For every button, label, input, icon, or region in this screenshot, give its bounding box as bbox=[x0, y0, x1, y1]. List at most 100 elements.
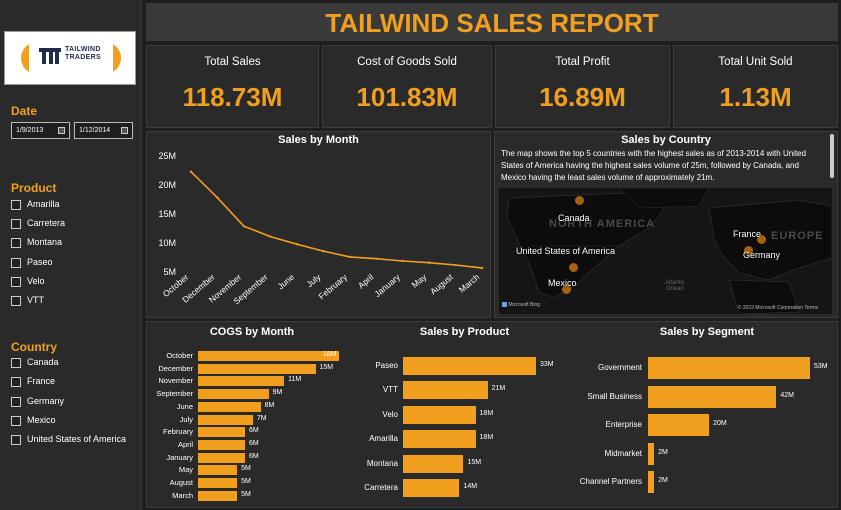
kpi-total-sales[interactable]: Total Sales 118.73M bbox=[146, 45, 319, 128]
kpi-cogs[interactable]: Cost of Goods Sold 101.83M bbox=[322, 45, 492, 128]
map-label-mexico: Mexico bbox=[548, 278, 577, 288]
data-point[interactable] bbox=[216, 196, 219, 199]
checkbox[interactable] bbox=[11, 358, 21, 368]
country-filter-germany[interactable]: Germany bbox=[11, 396, 136, 410]
checkbox[interactable] bbox=[11, 276, 21, 287]
map-bubble-france[interactable] bbox=[757, 235, 766, 244]
bar-paseo[interactable] bbox=[403, 357, 536, 375]
bar-may[interactable] bbox=[198, 465, 238, 476]
map-bubble-mexico[interactable] bbox=[562, 285, 571, 294]
bar-category-label: February bbox=[162, 427, 193, 437]
sales-by-month-chart: 5M10M15M20M25MOctoberDecemberNovemberSep… bbox=[158, 151, 484, 306]
bar-january[interactable] bbox=[198, 452, 245, 463]
bar-montana[interactable] bbox=[403, 454, 464, 473]
bar-data-label: 15M bbox=[467, 458, 482, 466]
checkbox[interactable] bbox=[11, 238, 21, 249]
bar-april[interactable] bbox=[198, 439, 245, 450]
map-attribution-copyright[interactable]: © 2023 Microsoft Corporation Terms bbox=[737, 305, 818, 311]
kpi-total-profit[interactable]: Total Profit 16.89M bbox=[495, 45, 670, 128]
bar-june[interactable] bbox=[198, 401, 261, 412]
bar-september[interactable] bbox=[198, 389, 269, 400]
bar-data-label: 11M bbox=[288, 376, 302, 384]
data-point[interactable] bbox=[295, 242, 299, 246]
checkbox[interactable] bbox=[11, 396, 21, 407]
data-point[interactable] bbox=[374, 257, 378, 260]
bar-government[interactable] bbox=[648, 357, 810, 379]
bar-channel-partners[interactable] bbox=[648, 471, 655, 493]
checkbox[interactable] bbox=[11, 200, 21, 210]
data-point[interactable] bbox=[427, 261, 431, 264]
checkbox[interactable] bbox=[11, 435, 21, 446]
bar-data-label: 33M bbox=[540, 361, 554, 368]
checkbox-label: Carretera bbox=[27, 218, 66, 229]
product-filter-paseo[interactable]: Paseo bbox=[11, 257, 136, 271]
checkbox[interactable] bbox=[11, 219, 21, 230]
bar-midmarket[interactable] bbox=[648, 442, 655, 465]
country-filter-canada[interactable]: Canada bbox=[11, 357, 136, 371]
data-point[interactable] bbox=[269, 235, 272, 238]
bar-data-label: 8M bbox=[264, 401, 275, 409]
checkbox[interactable] bbox=[11, 257, 21, 268]
checkbox[interactable] bbox=[11, 377, 21, 388]
bar-velo[interactable] bbox=[403, 405, 476, 424]
sales-by-month-panel[interactable]: Sales by Month 5M 10M 15M 20M 25M October Dece… bbox=[146, 131, 491, 318]
sales-by-country-panel[interactable]: Sales by Country The map shows the top 5… bbox=[494, 131, 838, 318]
data-point[interactable] bbox=[322, 249, 325, 253]
bar-february[interactable] bbox=[198, 427, 245, 438]
checkbox[interactable] bbox=[11, 296, 21, 306]
product-filter-montana[interactable]: Montana bbox=[11, 237, 136, 251]
date-end-input[interactable]: 1/12/2014 bbox=[74, 122, 133, 139]
bar-category-label: Velo bbox=[382, 409, 398, 419]
bar-amarilla[interactable] bbox=[403, 430, 476, 449]
country-filter-france[interactable]: France bbox=[11, 376, 136, 390]
bar-category-label: January bbox=[166, 452, 193, 462]
bar-data-label: 9M bbox=[272, 389, 283, 397]
kpi-value: 101.83M bbox=[356, 82, 458, 112]
checkbox[interactable] bbox=[11, 415, 21, 426]
bar-october[interactable] bbox=[198, 351, 339, 361]
checkbox-label: Canada bbox=[27, 357, 59, 367]
bar-november[interactable] bbox=[198, 376, 285, 387]
bar-data-label: 2M bbox=[658, 448, 668, 456]
data-point[interactable] bbox=[348, 255, 351, 259]
chart-title: Sales by Product bbox=[419, 326, 510, 338]
bar-small-business[interactable] bbox=[648, 385, 777, 408]
country-filter-mexico[interactable]: Mexico bbox=[11, 415, 136, 429]
bar-enterprise[interactable] bbox=[648, 414, 710, 436]
description-scrollbar[interactable] bbox=[830, 134, 834, 178]
map-bubble-canada[interactable] bbox=[575, 196, 584, 205]
bar-december[interactable] bbox=[198, 363, 316, 374]
bar-march[interactable] bbox=[198, 490, 238, 501]
data-point[interactable] bbox=[401, 259, 404, 263]
bar-vtt[interactable] bbox=[403, 381, 488, 400]
logo-text: TAILWIND TRADERS bbox=[65, 46, 101, 61]
bar-category-label: Channel Partners bbox=[579, 477, 642, 486]
product-filter-amarilla[interactable]: Amarilla bbox=[11, 199, 136, 213]
product-filter-vtt[interactable]: VTT bbox=[11, 295, 136, 309]
kpi-units-sold[interactable]: Total Unit Sold 1.13M bbox=[673, 45, 838, 128]
kpi-label: Total Profit bbox=[555, 56, 610, 68]
data-point[interactable] bbox=[242, 224, 246, 228]
bar-data-label: 7M bbox=[256, 414, 267, 422]
data-point[interactable] bbox=[454, 263, 457, 267]
country-filter-united-states-of-america[interactable]: United States of America bbox=[11, 434, 136, 448]
data-point[interactable] bbox=[189, 170, 193, 173]
product-filter-carretera[interactable]: Carretera bbox=[11, 218, 136, 232]
chart-title: Sales by Segment bbox=[659, 326, 755, 338]
sales-line[interactable] bbox=[190, 171, 483, 269]
map-bubble-germany[interactable] bbox=[744, 246, 753, 255]
bar-august[interactable] bbox=[198, 478, 238, 488]
bar-july[interactable] bbox=[198, 414, 253, 425]
date-start-input[interactable]: 1/9/2013 bbox=[11, 122, 70, 139]
map-bubble-usa[interactable] bbox=[569, 263, 578, 272]
date-filter-title: Date bbox=[11, 104, 38, 118]
data-point[interactable] bbox=[480, 266, 484, 270]
world-map[interactable]: NORTH AMERICA EUROPE Atlantic Ocean Canad… bbox=[499, 188, 832, 314]
bar-data-label: 18M bbox=[323, 351, 337, 358]
chart-title: COGS by Month bbox=[209, 326, 295, 338]
bar-carretera[interactable] bbox=[403, 479, 460, 497]
calendar-icon[interactable] bbox=[58, 127, 65, 134]
checkbox-label: Amarilla bbox=[27, 199, 60, 209]
product-filter-velo[interactable]: Velo bbox=[11, 276, 136, 290]
calendar-icon[interactable] bbox=[121, 127, 128, 134]
